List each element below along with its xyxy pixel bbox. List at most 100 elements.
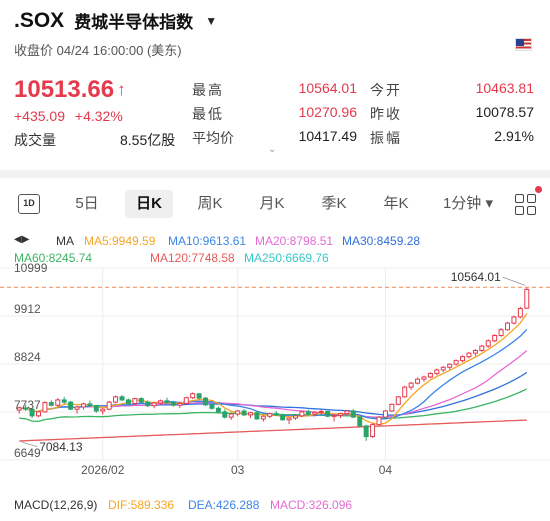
candles — [16, 287, 530, 441]
tab-5d[interactable]: 5日 — [75, 195, 99, 212]
candle-body — [376, 416, 382, 426]
candle-body — [113, 396, 119, 403]
candle-body — [248, 412, 254, 416]
candle-body — [280, 414, 286, 421]
candle-body — [331, 414, 337, 417]
layout-grid-icon[interactable] — [515, 194, 537, 216]
axis-labels: 10999 9912 8824 7737 6649 2026/02 03 04 10564.01… — [0, 261, 550, 477]
tab-quarter-k[interactable]: 季K — [321, 195, 347, 212]
candle-body — [524, 288, 530, 309]
candle-body — [337, 413, 343, 416]
chart-grid — [0, 267, 550, 461]
ma30-label: MA30:8459.28 — [342, 234, 421, 248]
low-annotation-leader — [21, 441, 38, 448]
candle-body — [267, 413, 273, 417]
amplitude-label: 振幅 — [370, 130, 402, 146]
candlestick-chart[interactable]: 10999 9912 8824 7737 6649 2026/02 03 04 10564.01… — [0, 258, 550, 480]
candle-body — [498, 329, 504, 336]
1d-icon[interactable]: 1D — [18, 194, 40, 214]
candle-body — [68, 401, 74, 410]
candle-body — [170, 402, 176, 406]
tab-day-k[interactable]: 日K — [125, 190, 173, 218]
candle-body — [260, 415, 266, 420]
candle-body — [389, 403, 395, 412]
x-tick-label: 04 — [379, 463, 393, 477]
symbol-code: .SOX — [14, 8, 65, 32]
candle-body — [119, 396, 125, 401]
candle-body — [447, 363, 453, 368]
amplitude-value: 2.91% — [494, 128, 534, 144]
candle-body — [460, 356, 466, 362]
y-tick-label: 9912 — [14, 302, 41, 316]
prev-close-label: 昨收 — [370, 106, 402, 122]
candle-body — [138, 398, 144, 403]
symbol-selector[interactable]: .SOX 费城半导体指数 ▼ — [14, 8, 217, 33]
candle-body — [472, 349, 478, 354]
candle-body — [48, 402, 54, 406]
candle-body — [440, 366, 446, 371]
candle-body — [241, 410, 247, 416]
caret-down-icon[interactable]: ▼ — [205, 13, 218, 28]
change-value: +435.09 — [14, 108, 65, 124]
candle-body — [273, 413, 279, 416]
candle-body — [29, 408, 35, 417]
candle-body — [312, 411, 318, 415]
y-tick-label: 8824 — [14, 350, 41, 364]
candle-body — [183, 397, 189, 404]
x-tick-label: 2026/02 — [81, 463, 125, 477]
tab-week-k[interactable]: 周K — [197, 195, 223, 212]
tab-year-k[interactable]: 年K — [383, 195, 409, 212]
low-label: 最低 — [192, 106, 224, 122]
us-flag-icon — [515, 38, 532, 51]
candle-body — [145, 401, 151, 407]
avg-value: 10417.49 — [298, 128, 357, 144]
ma120-label: MA120:7748.58 — [150, 251, 235, 265]
symbol-name: 费城半导体指数 — [74, 13, 194, 32]
price-change: +435.09 +4.32% — [14, 108, 123, 124]
high-label: 最高 — [192, 82, 224, 98]
candle-body — [61, 399, 67, 403]
candle-body — [100, 408, 106, 412]
candle-body — [23, 407, 29, 410]
candle-body — [158, 400, 164, 404]
candle-body — [55, 399, 61, 406]
candle-body — [228, 413, 234, 418]
candle-body — [164, 400, 170, 404]
ma-label: MA — [56, 234, 74, 248]
volume-label: 成交量 — [14, 132, 56, 148]
expand-chevron-icon[interactable]: ⌄ — [268, 144, 277, 155]
ma-caret-icon[interactable]: ◀▶ — [14, 234, 30, 245]
last-price-value: 10513.66 — [14, 76, 115, 103]
low-value: 10270.96 — [298, 104, 357, 120]
candle-body — [344, 410, 350, 415]
candle-body — [466, 352, 472, 358]
low-annotation: 7084.13 — [39, 440, 83, 454]
tab-month-k[interactable]: 月K — [259, 195, 285, 212]
candle-body — [350, 410, 356, 418]
prev-close-value: 10078.57 — [475, 104, 534, 120]
notification-dot — [535, 186, 542, 193]
candle-body — [363, 425, 369, 438]
quote-header: .SOX 费城半导体指数 ▼ 收盘价 04/24 16:00:00 (美东) — [0, 0, 550, 68]
period-tabs: 1D 5日 日K 周K 月K 季K 年K 1分钟 ▾ — [0, 186, 550, 220]
candle-body — [395, 396, 401, 405]
candle-body — [254, 412, 260, 420]
candle-body — [357, 416, 363, 427]
candle-body — [16, 407, 22, 411]
candle-body — [434, 369, 440, 374]
tab-minute[interactable]: 1分钟 ▾ — [442, 195, 494, 212]
candle-body — [421, 376, 427, 380]
candle-body — [286, 417, 292, 421]
change-percent: +4.32% — [74, 108, 123, 124]
volume-value: 8.55亿股 — [120, 132, 176, 148]
ma60-line — [19, 388, 528, 422]
close-time: 收盘价 04/24 16:00:00 (美东) — [14, 43, 182, 58]
candle-body — [125, 399, 131, 404]
macd-title: MACD(12,26,9) — [14, 498, 98, 512]
high-annotation-leader — [502, 276, 525, 286]
candle-body — [370, 424, 376, 438]
ma60-label: MA60:8245.74 — [14, 251, 93, 265]
candle-body — [485, 340, 491, 347]
candle-body — [177, 402, 183, 406]
candle-body — [415, 378, 421, 384]
